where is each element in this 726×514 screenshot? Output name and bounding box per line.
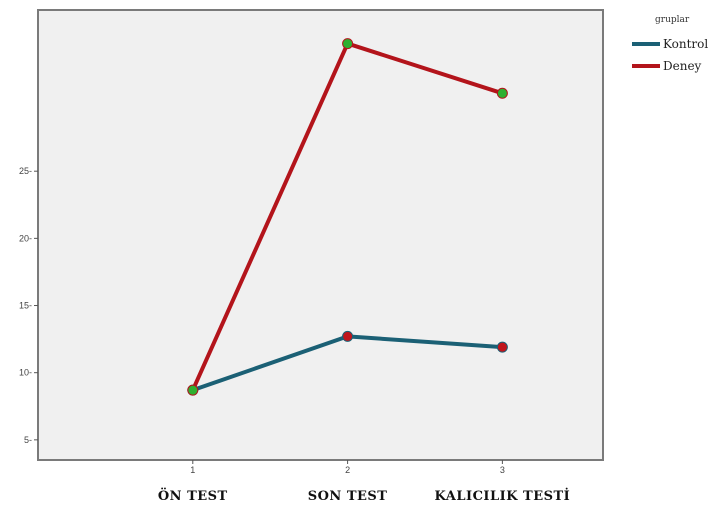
legend-title: gruplar: [655, 15, 690, 25]
data-point-deney: [342, 38, 354, 50]
y-tick-label: 20-: [19, 233, 32, 243]
data-point-deney: [496, 87, 508, 99]
x-axis: 1 ÖN TEST 2 SON TEST 3 KALICILIK TESTİ: [158, 460, 570, 504]
y-tick-label: 5-: [24, 435, 32, 445]
data-point-kontrol: [342, 330, 354, 342]
x-tick-label: 3: [500, 465, 505, 475]
x-category-label: SON TEST: [308, 489, 388, 504]
legend-label-kontrol: Kontrol: [663, 37, 708, 51]
data-point-kontrol: [496, 341, 508, 353]
plot-area: [37, 9, 604, 461]
series-layer: [187, 38, 508, 396]
y-tick-label: 10-: [19, 368, 32, 378]
legend-label-deney: Deney: [663, 59, 702, 73]
y-tick-label: 15-: [19, 301, 32, 311]
legend: gruplar Kontrol Deney: [632, 15, 708, 73]
y-axis: 5- 10- 15- 20- 25-: [19, 166, 38, 445]
x-category-label: ÖN TEST: [158, 487, 228, 504]
x-tick-label: 2: [345, 465, 350, 475]
y-tick-label: 25-: [19, 166, 32, 176]
x-category-label: KALICILIK TESTİ: [434, 488, 570, 504]
data-point-deney: [187, 384, 199, 396]
x-tick-label: 1: [190, 465, 195, 475]
